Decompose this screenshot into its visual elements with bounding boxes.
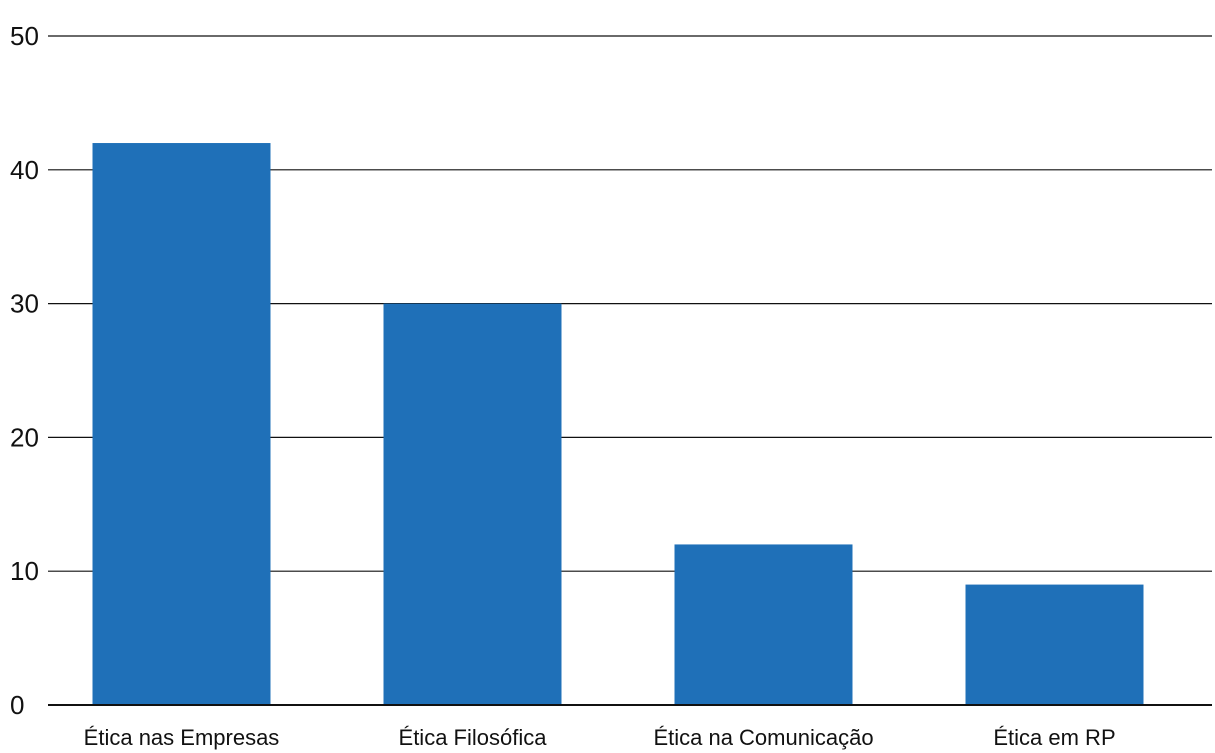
- x-tick-label: Ética em RP: [993, 725, 1115, 750]
- x-tick-labels: Ética nas Empresas Ética Filosófica Ética …: [84, 725, 1116, 750]
- y-tick-label: 10: [10, 556, 39, 586]
- y-tick-label: 40: [10, 155, 39, 185]
- x-tick-label: Ética na Comunicação: [653, 725, 873, 750]
- y-tick-label: 50: [10, 21, 39, 51]
- y-tick-label: 20: [10, 422, 39, 452]
- x-tick-label: Ética nas Empresas: [84, 725, 280, 750]
- x-tick-label: Ética Filosófica: [399, 725, 548, 750]
- bar: [92, 143, 271, 706]
- y-tick-label: 0: [10, 690, 24, 720]
- bar: [965, 584, 1144, 705]
- y-tick-label: 30: [10, 289, 39, 319]
- bar: [674, 544, 853, 705]
- bar: [383, 303, 562, 705]
- bars: [92, 143, 1144, 706]
- y-tick-labels: 0 10 20 30 40 50: [10, 21, 39, 720]
